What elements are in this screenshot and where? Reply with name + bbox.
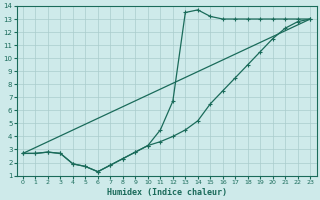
X-axis label: Humidex (Indice chaleur): Humidex (Indice chaleur)	[107, 188, 227, 197]
